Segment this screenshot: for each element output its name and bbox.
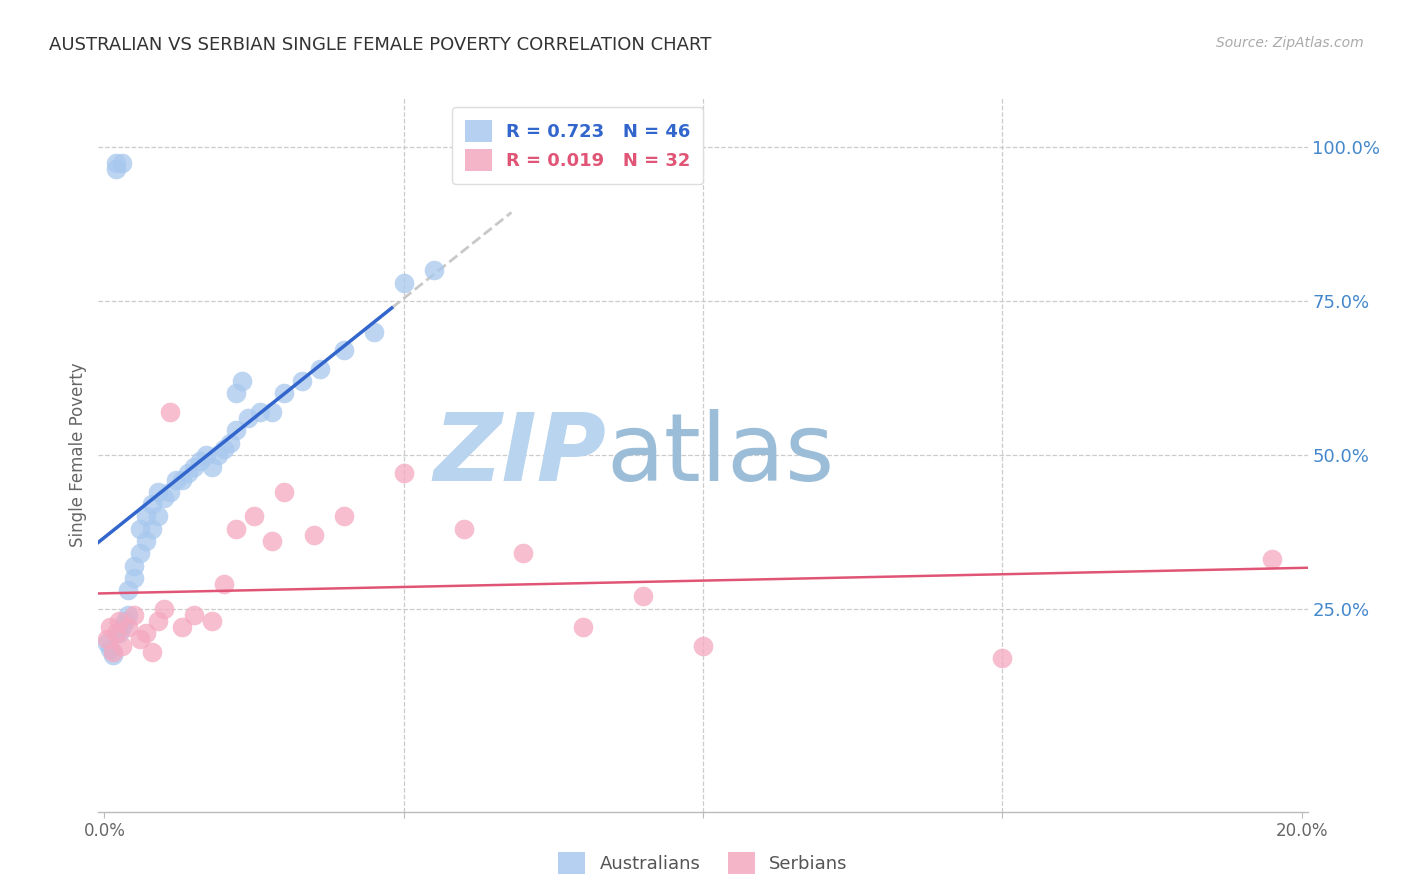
Point [159, 405, 181, 419]
Point [135, 534, 157, 549]
Point [124, 607, 146, 622]
Point [100, 641, 122, 656]
Point [153, 491, 176, 505]
Point [188, 454, 211, 468]
Point [117, 620, 139, 634]
Point [273, 386, 295, 401]
Point [212, 442, 235, 456]
Point [177, 467, 200, 481]
Point [108, 614, 131, 628]
Point [103, 648, 125, 662]
Point [512, 546, 534, 560]
Point [631, 590, 654, 604]
Point [260, 405, 283, 419]
Point [111, 639, 134, 653]
Point [172, 620, 194, 634]
Point [692, 639, 714, 653]
Text: ZIP: ZIP [433, 409, 606, 501]
Point [148, 484, 170, 499]
Point [100, 620, 122, 634]
Point [260, 534, 283, 549]
Point [103, 645, 125, 659]
Point [165, 473, 187, 487]
Point [207, 448, 229, 462]
Point [1260, 552, 1282, 566]
Point [141, 645, 163, 659]
Point [105, 155, 128, 169]
Point [291, 374, 314, 388]
Point [135, 509, 157, 524]
Point [124, 558, 146, 573]
Point [105, 161, 128, 176]
Point [183, 607, 205, 622]
Point [363, 325, 385, 339]
Point [333, 343, 356, 358]
Point [302, 528, 325, 542]
Point [201, 614, 224, 628]
Point [333, 509, 356, 524]
Point [129, 546, 152, 560]
Point [183, 460, 205, 475]
Text: Source: ZipAtlas.com: Source: ZipAtlas.com [1216, 36, 1364, 50]
Point [129, 522, 152, 536]
Point [309, 361, 332, 376]
Y-axis label: Single Female Poverty: Single Female Poverty [69, 363, 87, 547]
Point [231, 374, 253, 388]
Point [129, 632, 152, 647]
Point [219, 435, 242, 450]
Text: AUSTRALIAN VS SERBIAN SINGLE FEMALE POVERTY CORRELATION CHART: AUSTRALIAN VS SERBIAN SINGLE FEMALE POVE… [49, 36, 711, 54]
Point [114, 614, 136, 628]
Point [148, 509, 170, 524]
Point [141, 522, 163, 536]
Point [572, 620, 595, 634]
Legend: Australians, Serbians: Australians, Serbians [547, 841, 859, 885]
Point [159, 484, 181, 499]
Point [135, 626, 157, 640]
Point [273, 484, 295, 499]
Point [124, 571, 146, 585]
Point [105, 626, 128, 640]
Point [422, 263, 444, 277]
Point [236, 411, 259, 425]
Point [111, 620, 134, 634]
Point [225, 386, 247, 401]
Point [392, 467, 415, 481]
Text: atlas: atlas [606, 409, 835, 501]
Point [392, 276, 415, 290]
Point [96, 635, 118, 649]
Point [153, 601, 176, 615]
Point [141, 497, 163, 511]
Point [195, 448, 218, 462]
Point [225, 522, 247, 536]
Point [111, 155, 134, 169]
Point [108, 626, 131, 640]
Point [96, 632, 118, 647]
Point [225, 423, 247, 437]
Point [117, 607, 139, 622]
Point [212, 577, 235, 591]
Point [201, 460, 224, 475]
Point [991, 651, 1014, 665]
Point [453, 522, 475, 536]
Point [249, 405, 271, 419]
Point [243, 509, 266, 524]
Point [117, 583, 139, 598]
Point [148, 614, 170, 628]
Point [172, 473, 194, 487]
